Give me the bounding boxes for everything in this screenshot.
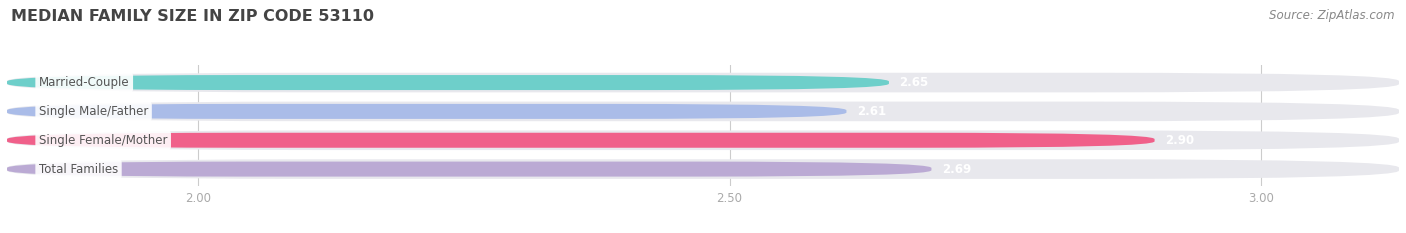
Text: Single Male/Father: Single Male/Father — [39, 105, 148, 118]
Text: 2.65: 2.65 — [900, 76, 929, 89]
FancyBboxPatch shape — [7, 75, 889, 90]
Text: Total Families: Total Families — [39, 163, 118, 176]
Text: 2.90: 2.90 — [1166, 134, 1194, 147]
Text: 2.69: 2.69 — [942, 163, 972, 176]
FancyBboxPatch shape — [7, 162, 931, 177]
FancyBboxPatch shape — [7, 73, 1399, 92]
FancyBboxPatch shape — [7, 104, 846, 119]
FancyBboxPatch shape — [7, 130, 1399, 150]
Text: 2.61: 2.61 — [858, 105, 886, 118]
Text: Single Female/Mother: Single Female/Mother — [39, 134, 167, 147]
Text: Source: ZipAtlas.com: Source: ZipAtlas.com — [1270, 9, 1395, 22]
FancyBboxPatch shape — [7, 133, 1154, 148]
FancyBboxPatch shape — [7, 102, 1399, 121]
Text: MEDIAN FAMILY SIZE IN ZIP CODE 53110: MEDIAN FAMILY SIZE IN ZIP CODE 53110 — [11, 9, 374, 24]
FancyBboxPatch shape — [7, 159, 1399, 179]
Text: Married-Couple: Married-Couple — [39, 76, 129, 89]
